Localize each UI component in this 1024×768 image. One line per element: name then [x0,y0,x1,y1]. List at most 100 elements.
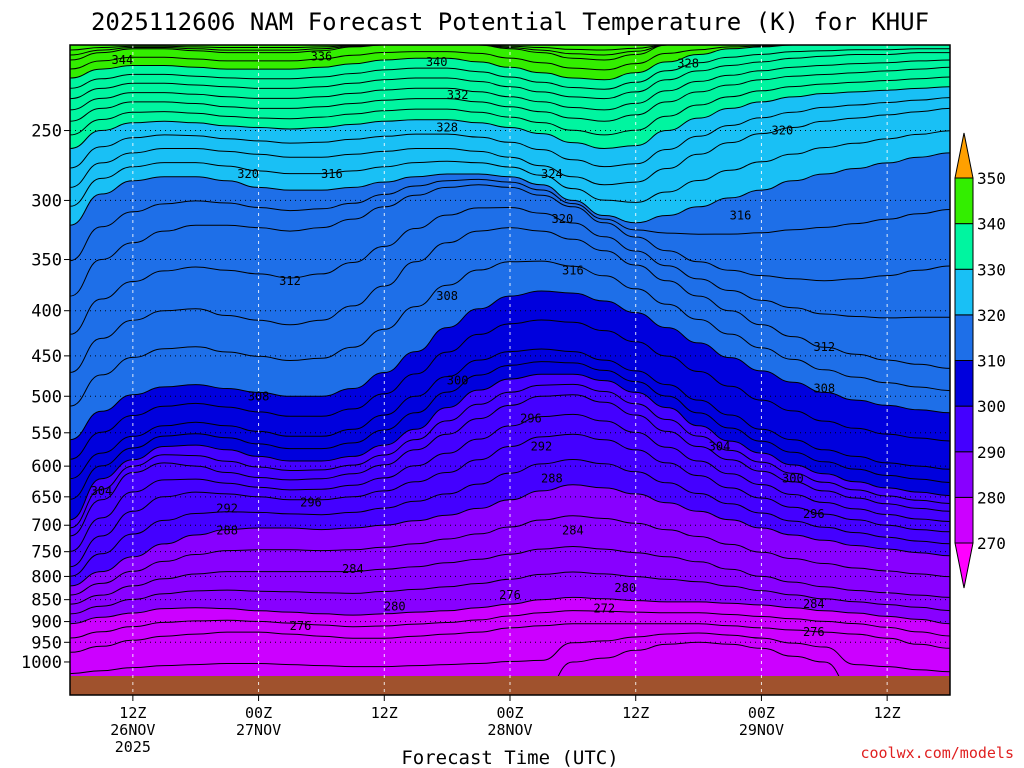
x-tick-label: 00Z [496,704,523,722]
x-tick-label: 26NOV [110,721,155,739]
contour-280 [70,596,950,625]
x-axis-label: Forecast Time (UTC) [401,747,618,768]
contour-328 [70,86,950,150]
pressure-axis: 2503003504004505005506006507007508008509… [21,122,70,673]
contour-320 [70,152,950,226]
contour-label: 292 [531,439,553,453]
colorbar-swatch [954,223,974,270]
y-tick-label: 250 [31,122,62,142]
y-tick-label: 500 [31,387,62,407]
contour-288 [70,484,950,587]
colorbar-label: 270 [977,534,1006,553]
colorbar-label: 300 [977,397,1006,416]
contour-318 [70,178,950,262]
y-tick-label: 550 [31,424,62,444]
contour-label: 308 [436,289,458,303]
colorbar-swatch [954,314,974,361]
colorbar-swatch [954,360,974,407]
contour-300 [70,373,950,521]
contour-label: 296 [520,412,542,426]
contour-332 [70,66,950,122]
contour-label: 328 [677,57,699,71]
y-tick-label: 350 [31,251,62,271]
x-tick-label: 12Z [119,704,146,722]
contour-label: 312 [279,274,301,288]
x-tick-label: 29NOV [739,721,784,739]
y-tick-label: 850 [31,591,62,611]
contour-label: 316 [321,167,343,181]
x-tick-label: 12Z [874,704,901,722]
y-tick-label: 300 [31,191,62,211]
x-tick-label: 27NOV [236,721,281,739]
colorbar-label: 330 [977,260,1006,279]
contour-310 [70,260,950,407]
contour-label: 308 [813,382,835,396]
contour-label: 276 [803,625,825,639]
y-tick-label: 600 [31,457,62,477]
contour-label: 296 [803,507,825,521]
contour-label: 316 [562,263,584,277]
contour-label: 344 [112,53,134,67]
contour-label: 312 [813,340,835,354]
contour-298 [70,383,950,529]
y-tick-label: 700 [31,516,62,536]
contour-label: 300 [447,374,469,388]
contour-label: 296 [300,496,322,510]
contour-label: 304 [709,439,731,453]
contour-label: 316 [730,208,752,222]
y-tick-label: 950 [31,633,62,653]
colorbar-label: 340 [977,215,1006,234]
colorbar-label: 290 [977,443,1006,462]
plot-area: 344 336 340 332 328 328 320 320 316 324 320 316 316 3… [70,45,950,695]
contour-label: 300 [782,472,804,486]
contour-label: 320 [237,167,259,181]
contour-label: 288 [541,472,563,486]
contour-label: 336 [311,49,333,63]
y-tick-label: 1000 [21,653,62,673]
credit-text: coolwx.com/models [860,744,1014,762]
filled-contour-bands [70,45,950,695]
colorbar-top-arrow [954,132,974,179]
contour-label: 292 [216,501,238,515]
contour-286 [70,515,950,596]
contour-label: 284 [803,597,825,611]
grid-lines [70,45,950,695]
contour-284 [70,545,950,605]
x-tick-label: 28NOV [487,721,532,739]
colorbar-swatch [954,405,974,453]
contour-302 [70,361,950,500]
colorbar-bottom-arrow [954,542,974,589]
colorbar: 270 280 290 300 310 320 330 340 350 [954,132,1006,589]
contour-label: 324 [541,167,563,181]
x-tick-label: 12Z [371,704,398,722]
contour-336 [70,52,950,100]
contour-label: 328 [436,120,458,134]
y-tick-label: 800 [31,567,62,587]
contour-label: 284 [342,562,364,576]
contour-label: 308 [248,389,270,403]
colorbar-label: 280 [977,488,1006,507]
x-tick-label: 00Z [748,704,775,722]
chart-title: 2025112606 NAM Forecast Potential Temper… [91,8,929,36]
colorbar-swatch [954,268,974,316]
contour-label: 332 [447,88,469,102]
contour-label: 276 [290,619,312,633]
contour-278 [70,610,950,639]
contour-342 [70,45,950,71]
contour-label: 276 [499,588,521,602]
contour-306 [70,319,950,460]
y-tick-label: 400 [31,302,62,322]
ground-surface [70,676,950,695]
y-tick-label: 450 [31,347,62,367]
contour-326 [70,97,950,169]
y-tick-label: 900 [31,613,62,633]
contour-272 [70,641,950,695]
x-tick-label: 00Z [245,704,272,722]
contour-label: 280 [614,581,636,595]
y-tick-label: 750 [31,543,62,563]
contour-label: 340 [426,55,448,69]
contour-label: 320 [552,212,574,226]
contour-344 [70,45,950,61]
contour-labels: 344 336 340 332 328 328 320 320 316 324 320 316 316 3… [91,49,836,639]
